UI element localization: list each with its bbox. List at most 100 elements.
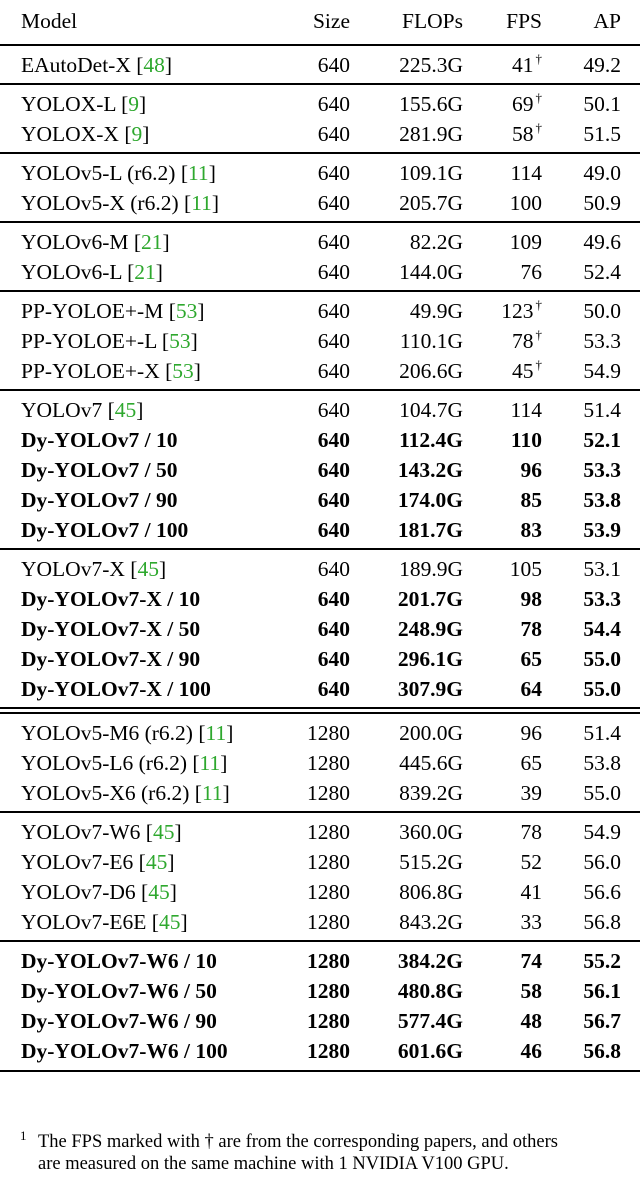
table-row: PP-YOLOE+-X [53] 640 206.6G 45 † 54.9 bbox=[0, 356, 640, 386]
fps-cell: 96 bbox=[521, 455, 543, 485]
citation-link[interactable]: 21 bbox=[141, 230, 163, 254]
citation-link[interactable]: 45 bbox=[158, 910, 181, 934]
group-rule bbox=[0, 940, 640, 942]
flops-cell: 296.1G bbox=[397, 647, 463, 671]
header-rule bbox=[0, 44, 640, 46]
citation-bracket-open: [ bbox=[159, 359, 173, 383]
flops-cell: 112.4G bbox=[399, 428, 463, 452]
model-name: Dy-YOLOv7-W6 / 10 bbox=[21, 949, 217, 973]
citation-link[interactable]: 21 bbox=[134, 260, 156, 284]
table-row: YOLOv7 [45] 640 104.7G 114 51.4 bbox=[0, 395, 640, 425]
fps-cell: 33 bbox=[521, 907, 543, 937]
citation-bracket-close: ] bbox=[226, 721, 234, 745]
size-cell: 640 bbox=[317, 617, 350, 641]
citation-link[interactable]: 11 bbox=[205, 721, 227, 745]
table-row: Dy-YOLOv7 / 90 640 174.0G 85 53.8 bbox=[0, 485, 640, 515]
fps-value: 98 bbox=[520, 587, 543, 611]
citation-link[interactable]: 48 bbox=[143, 53, 165, 77]
ap-cell: 52.1 bbox=[583, 428, 621, 452]
model-name: YOLOX-L bbox=[21, 92, 116, 116]
fps-cell: 64 bbox=[521, 674, 543, 704]
ap-cell: 55.0 bbox=[583, 781, 621, 805]
size-cell: 640 bbox=[317, 518, 350, 542]
citation-link[interactable]: 11 bbox=[201, 781, 223, 805]
model-name: YOLOv7-D6 bbox=[21, 880, 136, 904]
fps-value: 46 bbox=[520, 1039, 543, 1063]
model-name-cell: Dy-YOLOv7-X / 100 bbox=[21, 674, 211, 704]
citation-link[interactable]: 9 bbox=[131, 122, 143, 146]
size-cell: 1280 bbox=[307, 721, 350, 745]
citation-link[interactable]: 53 bbox=[172, 359, 194, 383]
model-name: YOLOv7-E6 bbox=[21, 850, 134, 874]
size-cell: 640 bbox=[317, 557, 350, 581]
citation-bracket-open: [ bbox=[187, 751, 200, 775]
flops-cell: 839.2G bbox=[399, 781, 463, 805]
fps-value: 74 bbox=[520, 949, 543, 973]
size-cell: 1280 bbox=[307, 949, 350, 973]
citation-bracket-close: ] bbox=[136, 398, 144, 422]
fps-value: 39 bbox=[520, 781, 543, 805]
dagger-mark: † bbox=[535, 51, 543, 66]
ap-cell: 50.1 bbox=[583, 92, 621, 116]
size-cell: 640 bbox=[317, 230, 350, 254]
citation-bracket-close: ] bbox=[158, 557, 167, 581]
citation-link[interactable]: 45 bbox=[152, 820, 175, 844]
size-cell: 640 bbox=[317, 677, 350, 701]
flops-cell: 843.2G bbox=[399, 910, 463, 934]
citation-link[interactable]: 45 bbox=[137, 557, 159, 581]
citation-link[interactable]: 11 bbox=[199, 751, 221, 775]
fps-cell: 110 bbox=[511, 425, 542, 455]
model-name: PP-YOLOE+-X bbox=[21, 359, 160, 383]
size-cell: 640 bbox=[317, 122, 350, 146]
fps-cell: 45 † bbox=[512, 356, 542, 389]
citation-link[interactable]: 11 bbox=[191, 191, 212, 215]
table-row: YOLOv5-X6 (r6.2) [11] 1280 839.2G 39 55.0 bbox=[0, 778, 640, 808]
citation-link[interactable]: 45 bbox=[114, 398, 137, 422]
ap-cell: 53.1 bbox=[583, 557, 621, 581]
fps-value: 83 bbox=[520, 518, 543, 542]
citation-link[interactable]: 45 bbox=[145, 850, 168, 874]
dagger-mark: † bbox=[535, 357, 543, 372]
size-cell: 1280 bbox=[307, 979, 350, 1003]
table-row: Dy-YOLOv7-X / 90 640 296.1G 65 55.0 bbox=[0, 644, 640, 674]
table-row: Dy-YOLOv7 / 100 640 181.7G 83 53.9 bbox=[0, 515, 640, 545]
ap-cell: 55.0 bbox=[583, 647, 621, 671]
flops-cell: 445.6G bbox=[399, 751, 463, 775]
flops-cell: 248.9G bbox=[397, 617, 463, 641]
citation-link[interactable]: 53 bbox=[175, 299, 198, 323]
size-cell: 640 bbox=[317, 587, 350, 611]
size-cell: 1280 bbox=[307, 880, 350, 904]
citation-bracket-close: ] bbox=[208, 161, 216, 185]
citation-link[interactable]: 53 bbox=[169, 329, 191, 353]
flops-cell: 189.9G bbox=[399, 557, 463, 581]
fps-cell: 85 bbox=[521, 485, 543, 515]
model-name: YOLOv5-X (r6.2) bbox=[21, 191, 179, 215]
flops-cell: 109.1G bbox=[399, 161, 463, 185]
citation-bracket-open: [ bbox=[102, 398, 115, 422]
fps-value: 76 bbox=[520, 260, 543, 284]
fps-cell: 114 bbox=[511, 395, 542, 425]
fps-cell: 76 bbox=[521, 257, 543, 287]
citation-bracket-close: ] bbox=[169, 880, 177, 904]
model-name-cell: PP-YOLOE+-M [53] bbox=[21, 296, 205, 326]
fps-value: 110 bbox=[510, 428, 542, 452]
citation-link[interactable]: 11 bbox=[187, 161, 209, 185]
citation-bracket-close: ] bbox=[142, 122, 150, 146]
dagger-mark: † bbox=[535, 327, 543, 342]
model-name: EAutoDet-X bbox=[21, 53, 131, 77]
size-cell: 1280 bbox=[307, 1039, 350, 1063]
fps-cell: 58 † bbox=[512, 119, 542, 152]
citation-link[interactable]: 45 bbox=[148, 880, 170, 904]
flops-cell: 480.8G bbox=[397, 979, 463, 1003]
table-row: YOLOv7-X [45] 640 189.9G 105 53.1 bbox=[0, 554, 640, 584]
citation-bracket-open: [ bbox=[175, 161, 188, 185]
flops-cell: 205.7G bbox=[399, 191, 463, 215]
header-ap: AP bbox=[593, 9, 621, 33]
ap-cell: 53.3 bbox=[583, 458, 621, 482]
flops-cell: 143.2G bbox=[397, 458, 463, 482]
ap-cell: 51.4 bbox=[583, 398, 621, 422]
fps-value: 48 bbox=[520, 1009, 543, 1033]
citation-link[interactable]: 9 bbox=[128, 92, 140, 116]
fps-value: 109 bbox=[509, 230, 542, 254]
group-rule bbox=[0, 152, 640, 154]
